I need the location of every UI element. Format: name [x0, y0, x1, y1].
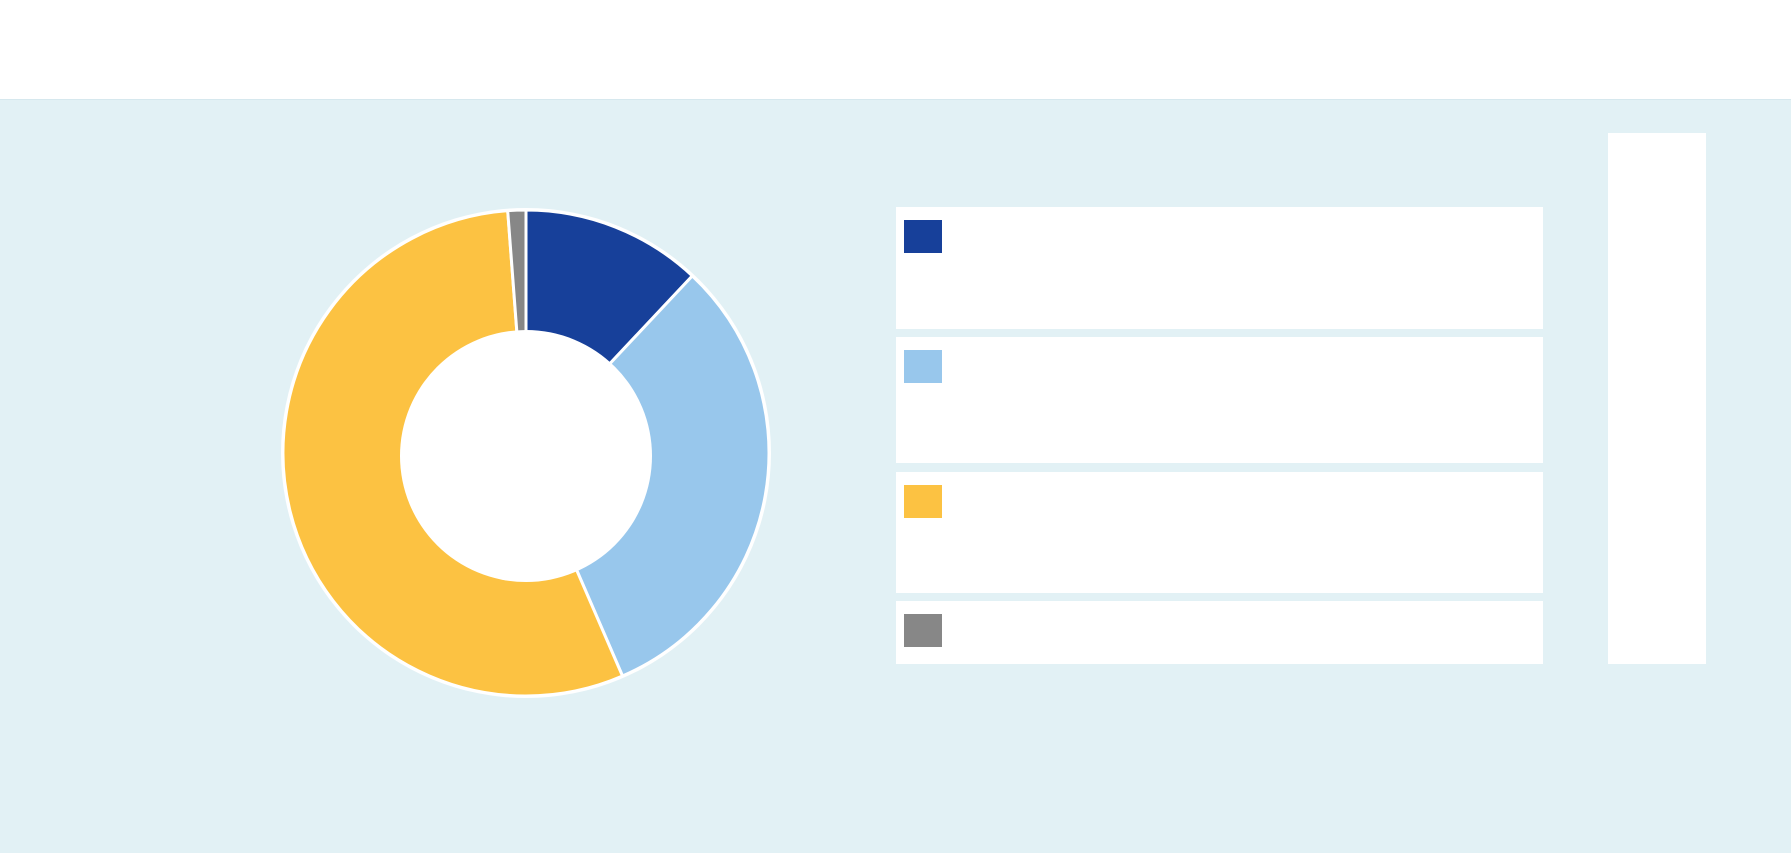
legend-swatch-4: [904, 614, 942, 647]
side-panel: [1608, 133, 1706, 664]
header-bar: [0, 0, 1791, 99]
legend-item-1: [896, 207, 1543, 329]
legend-swatch-3: [904, 485, 942, 518]
legend-swatch-1: [904, 220, 942, 253]
donut-hole: [400, 330, 652, 582]
legend-item-2: [896, 337, 1543, 463]
legend-item-3: [896, 472, 1543, 593]
donut-chart: [281, 208, 771, 698]
legend-swatch-2: [904, 350, 942, 383]
legend-item-4: [896, 601, 1543, 664]
